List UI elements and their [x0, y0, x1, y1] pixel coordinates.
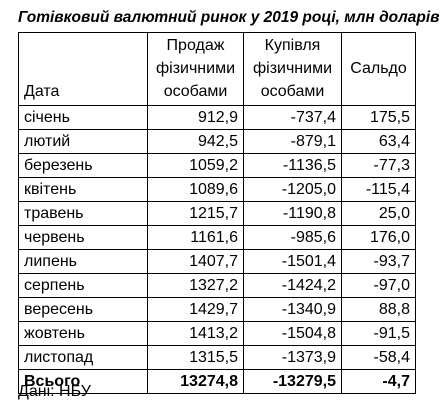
buy-header-line-2: фізичними: [252, 60, 333, 77]
sale-cell: 942,5: [147, 129, 244, 154]
table-row: вересень 1429,7 -1340,9 88,8: [18, 297, 416, 322]
sale-cell: 1413,2: [147, 321, 244, 346]
sale-cell: 1215,7: [147, 201, 244, 226]
buy-cell: -1136,5: [243, 153, 342, 178]
balance-cell: -91,5: [341, 321, 416, 346]
data-source-note: Дані: НБУ: [18, 383, 91, 400]
sale-header-line-3: особами: [163, 83, 228, 100]
table-row: червень 1161,6 -985,6 176,0: [18, 225, 416, 250]
table-row: серпень 1327,2 -1424,2 -97,0: [18, 273, 416, 298]
buy-cell: -1424,2: [243, 273, 342, 298]
month-cell: листопад: [18, 345, 148, 370]
sale-cell: 1407,7: [147, 249, 244, 274]
table-row: липень 1407,7 -1501,4 -93,7: [18, 249, 416, 274]
balance-cell: -115,4: [341, 177, 416, 202]
sale-cell: 1327,2: [147, 273, 244, 298]
sale-cell: 912,9: [147, 105, 244, 130]
buy-cell: -1205,0: [243, 177, 342, 202]
sale-cell: 1161,6: [147, 225, 244, 250]
column-header-balance: Сальдо: [341, 32, 416, 106]
balance-cell: -58,4: [341, 345, 416, 370]
buy-cell: -1340,9: [243, 297, 342, 322]
sale-cell: 1059,2: [147, 153, 244, 178]
total-label: Всього: [18, 369, 148, 394]
balance-cell: 25,0: [341, 201, 416, 226]
buy-header-line-3: особами: [260, 83, 325, 100]
table-row: березень 1059,2 -1136,5 -77,3: [18, 153, 416, 178]
header-row: Дата Продаж фізичними особами Купівля фі…: [18, 32, 416, 106]
month-cell: квітень: [18, 177, 148, 202]
balance-cell: 88,8: [341, 297, 416, 322]
month-cell: червень: [18, 225, 148, 250]
balance-header-line: Сальдо: [350, 60, 407, 77]
table-row: жовтень 1413,2 -1504,8 -91,5: [18, 321, 416, 346]
month-cell: травень: [18, 201, 148, 226]
fx-market-table: Дата Продаж фізичними особами Купівля фі…: [18, 32, 416, 394]
sale-cell: 1429,7: [147, 297, 244, 322]
sale-cell: 1315,5: [147, 345, 244, 370]
balance-cell: -93,7: [341, 249, 416, 274]
total-sale: 13274,8: [147, 369, 244, 394]
buy-cell: -737,4: [243, 105, 342, 130]
month-cell: жовтень: [18, 321, 148, 346]
month-cell: вересень: [18, 297, 148, 322]
balance-cell: 63,4: [341, 129, 416, 154]
total-balance: -4,7: [341, 369, 416, 394]
month-cell: березень: [18, 153, 148, 178]
column-header-date: Дата: [18, 32, 148, 106]
balance-cell: 176,0: [341, 225, 416, 250]
buy-cell: -1501,4: [243, 249, 342, 274]
buy-header-line-1: Купівля: [264, 37, 321, 54]
table-row: листопад 1315,5 -1373,9 -58,4: [18, 345, 416, 370]
table-row: травень 1215,7 -1190,8 25,0: [18, 201, 416, 226]
total-row: Всього 13274,8 -13279,5 -4,7: [18, 369, 416, 394]
month-cell: серпень: [18, 273, 148, 298]
sale-cell: 1089,6: [147, 177, 244, 202]
balance-cell: -97,0: [341, 273, 416, 298]
column-header-buy: Купівля фізичними особами: [243, 32, 342, 106]
balance-cell: 175,5: [341, 105, 416, 130]
buy-cell: -985,6: [243, 225, 342, 250]
total-buy: -13279,5: [243, 369, 342, 394]
buy-cell: -879,1: [243, 129, 342, 154]
buy-cell: -1504,8: [243, 321, 342, 346]
balance-cell: -77,3: [341, 153, 416, 178]
sale-header-line-1: Продаж: [166, 37, 225, 54]
month-cell: січень: [18, 105, 148, 130]
sale-header-line-2: фізичними: [155, 60, 236, 77]
month-cell: липень: [18, 249, 148, 274]
buy-cell: -1190,8: [243, 201, 342, 226]
column-header-sale: Продаж фізичними особами: [147, 32, 244, 106]
month-cell: лютий: [18, 129, 148, 154]
buy-cell: -1373,9: [243, 345, 342, 370]
table-row: квітень 1089,6 -1205,0 -115,4: [18, 177, 416, 202]
table-row: лютий 942,5 -879,1 63,4: [18, 129, 416, 154]
table-row: січень 912,9 -737,4 175,5: [18, 105, 416, 130]
table-title: Готівковий валютний ринок у 2019 році, м…: [18, 9, 440, 26]
